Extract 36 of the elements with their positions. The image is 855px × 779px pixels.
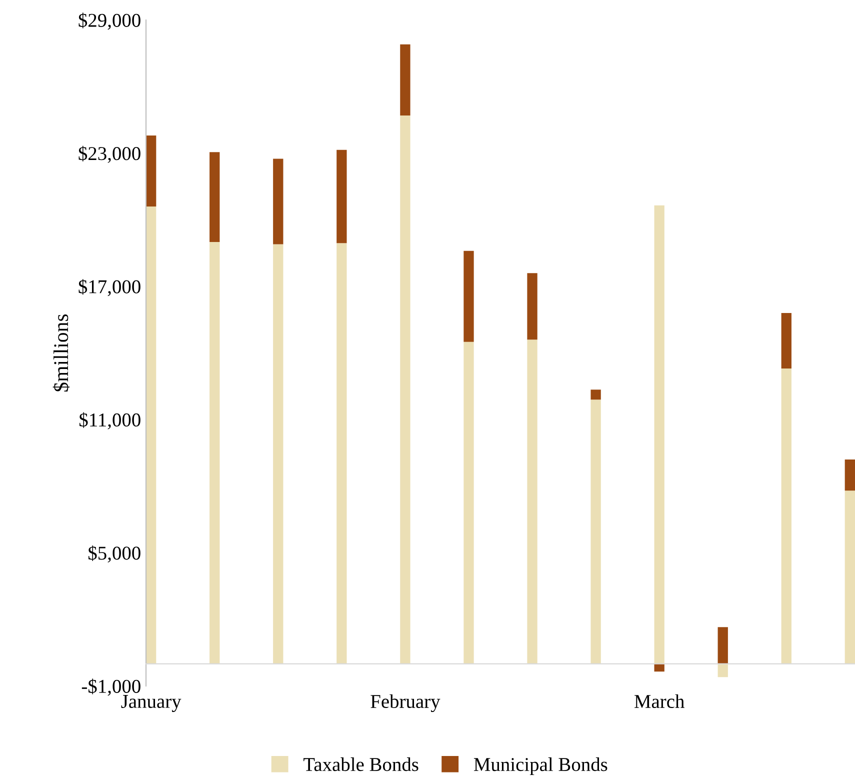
y-axis-title: $millions xyxy=(52,314,70,392)
bar xyxy=(654,205,664,664)
bar xyxy=(336,243,347,664)
y-tick-label: $23,000 xyxy=(78,146,140,163)
bar xyxy=(400,44,410,116)
bar xyxy=(273,244,284,664)
bar xyxy=(464,250,474,342)
bar xyxy=(527,340,538,664)
bar xyxy=(273,158,284,244)
bar xyxy=(590,390,601,400)
x-tick-label: March xyxy=(634,694,684,708)
y-tick-label: $29,000 xyxy=(78,12,140,30)
bar xyxy=(590,400,601,664)
bar xyxy=(146,206,156,664)
y-tick-label: $11,000 xyxy=(80,412,140,430)
bar xyxy=(527,273,538,340)
bar xyxy=(718,627,728,664)
bar xyxy=(844,490,855,664)
bar xyxy=(210,242,220,664)
bar xyxy=(781,368,792,664)
y-tick-label: $5,000 xyxy=(88,545,140,563)
bar xyxy=(400,115,410,664)
bar xyxy=(718,664,728,678)
bar xyxy=(844,460,855,491)
bar xyxy=(336,150,347,244)
y-tick-label: -$1,000 xyxy=(82,678,140,696)
x-tick-label: January xyxy=(121,695,182,712)
legend-label: Taxable Bonds xyxy=(303,757,418,772)
x-tick-label: February xyxy=(370,694,440,712)
bar xyxy=(781,313,792,369)
bar xyxy=(654,664,664,672)
bar xyxy=(210,152,220,242)
bar xyxy=(146,135,156,206)
bar xyxy=(464,342,474,664)
legend-label: Municipal Bonds xyxy=(474,757,608,776)
y-tick-label: $17,000 xyxy=(78,279,140,296)
